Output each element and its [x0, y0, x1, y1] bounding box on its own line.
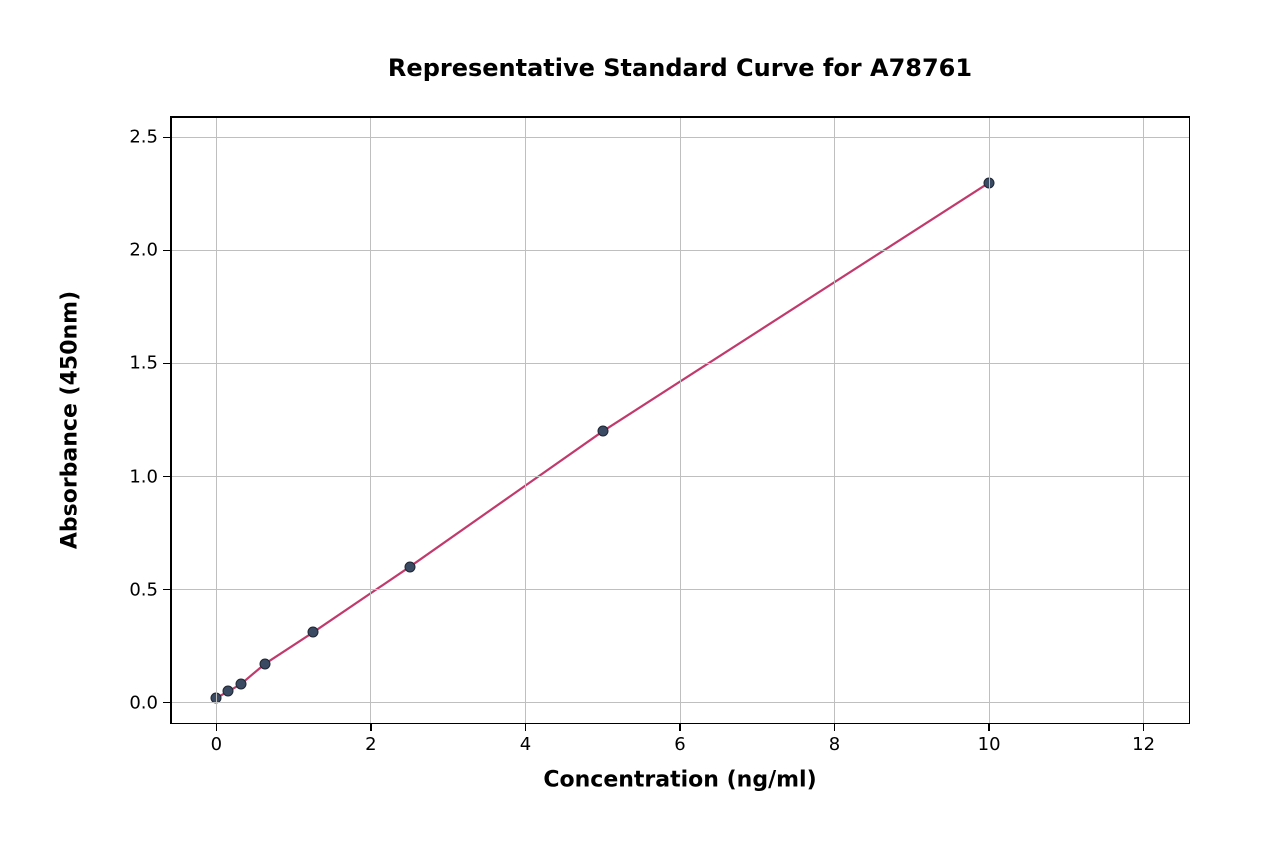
spine-bottom	[170, 723, 1190, 725]
grid-hline	[170, 589, 1190, 590]
standard-curve-line	[0, 0, 1280, 845]
y-axis-label: Absorbance (450nm)	[58, 291, 83, 549]
data-point-marker	[235, 679, 246, 690]
grid-vline	[525, 116, 526, 724]
x-tick-mark	[525, 724, 527, 731]
grid-hline	[170, 363, 1190, 364]
grid-hline	[170, 137, 1190, 138]
spine-left	[170, 116, 172, 724]
x-tick-label: 2	[365, 734, 376, 755]
grid-vline	[680, 116, 681, 724]
y-tick-mark	[163, 137, 170, 139]
x-tick-mark	[679, 724, 681, 731]
x-tick-label: 12	[1132, 734, 1155, 755]
grid-hline	[170, 250, 1190, 251]
x-tick-mark	[834, 724, 836, 731]
data-point-marker	[597, 426, 608, 437]
grid-vline	[1143, 116, 1144, 724]
y-tick-mark	[163, 250, 170, 252]
y-tick-label: 0.0	[129, 692, 158, 713]
y-tick-label: 2.0	[129, 240, 158, 261]
grid-vline	[989, 116, 990, 724]
x-tick-label: 6	[674, 734, 685, 755]
y-tick-mark	[163, 702, 170, 704]
data-point-marker	[223, 686, 234, 697]
chart-figure: Representative Standard Curve for A78761…	[0, 0, 1280, 845]
y-tick-mark	[163, 363, 170, 365]
x-axis-label: Concentration (ng/ml)	[543, 768, 816, 793]
grid-vline	[216, 116, 217, 724]
grid-vline	[370, 116, 371, 724]
spine-top	[170, 116, 1190, 118]
x-tick-mark	[216, 724, 218, 731]
curve-polyline	[216, 183, 989, 698]
grid-vline	[834, 116, 835, 724]
x-tick-label: 4	[520, 734, 531, 755]
x-tick-mark	[1143, 724, 1145, 731]
grid-hline	[170, 702, 1190, 703]
x-tick-mark	[370, 724, 372, 731]
y-tick-label: 1.5	[129, 353, 158, 374]
y-tick-label: 0.5	[129, 579, 158, 600]
y-tick-mark	[163, 476, 170, 478]
x-tick-label: 0	[211, 734, 222, 755]
data-point-marker	[259, 659, 270, 670]
y-tick-label: 2.5	[129, 127, 158, 148]
data-point-marker	[307, 627, 318, 638]
x-tick-label: 8	[829, 734, 840, 755]
x-tick-mark	[988, 724, 990, 731]
grid-hline	[170, 476, 1190, 477]
spine-right	[1189, 116, 1191, 724]
y-tick-label: 1.0	[129, 466, 158, 487]
data-point-marker	[404, 561, 415, 572]
y-tick-mark	[163, 589, 170, 591]
x-tick-label: 10	[978, 734, 1001, 755]
